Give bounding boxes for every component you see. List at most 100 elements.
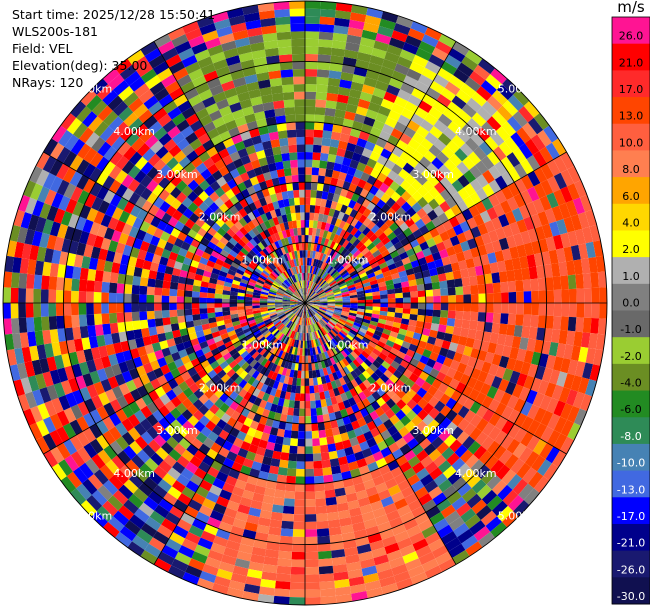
gate-cell: [434, 193, 446, 206]
gate-cell: [504, 136, 519, 153]
gate-cell: [435, 40, 453, 55]
gate-cell: [309, 250, 314, 259]
gate-cell: [463, 169, 477, 184]
gate-cell: [415, 144, 429, 157]
gate-cell: [337, 195, 346, 205]
gate-cell: [471, 112, 487, 127]
gate-cell: [570, 244, 581, 261]
gate-cell: [379, 290, 388, 296]
gate-cell: [421, 269, 431, 278]
gate-cell: [515, 280, 524, 292]
gate-cell: [342, 118, 354, 128]
gate-cell: [526, 186, 540, 202]
colorbar-tick-label: 1.0: [622, 270, 640, 283]
gate-cell: [305, 84, 317, 92]
gate-cell: [445, 184, 458, 197]
ppi-gates: [3, 1, 607, 605]
gate-cell: [432, 309, 441, 318]
gate-cell: [577, 212, 590, 229]
gate-cell: [380, 148, 392, 160]
gate-cell: [336, 278, 345, 285]
gate-cell: [447, 310, 456, 319]
gate-cell: [305, 287, 308, 296]
gate-cell: [341, 291, 350, 296]
gate-cell: [565, 260, 576, 276]
gate-cell: [491, 322, 501, 334]
gate-cell: [395, 292, 404, 299]
gate-cell: [520, 230, 532, 245]
gate-cell: [439, 200, 451, 213]
gate-cell: [313, 243, 318, 252]
gate-cell: [482, 263, 492, 275]
gate-cell: [385, 197, 396, 208]
gate-cell: [528, 266, 538, 280]
gate-cell: [501, 303, 509, 314]
gate-cell: [397, 114, 411, 127]
gate-cell: [312, 159, 320, 168]
gate-cell: [351, 192, 360, 203]
gate-cell: [491, 89, 508, 106]
gate-cell: [390, 191, 401, 203]
gate-cell: [362, 217, 372, 227]
gate-cell: [344, 276, 353, 283]
gate-cell: [310, 281, 315, 290]
gate-cell: [507, 94, 524, 112]
gate-cell: [305, 265, 307, 273]
gate-cell: [526, 154, 541, 171]
gate-cell: [360, 235, 370, 245]
gate-cell: [546, 289, 555, 303]
gate-cell: [312, 220, 318, 229]
gate-cell: [433, 303, 441, 311]
gate-cell: [447, 101, 462, 116]
gate-cell: [375, 241, 385, 250]
gate-cell: [316, 220, 323, 230]
gate-cell: [556, 219, 568, 235]
gate-cell: [353, 113, 366, 124]
colorbar-tick-label: 13.0: [619, 110, 644, 123]
gate-cell: [585, 209, 597, 227]
gate-cell: [563, 246, 574, 262]
gate-cell: [333, 291, 342, 296]
gate-cell: [430, 274, 440, 283]
gate-cell: [324, 273, 331, 281]
gate-cell: [380, 193, 391, 204]
gate-cell: [305, 16, 321, 25]
gate-cell: [513, 163, 528, 179]
gate-cell: [366, 220, 376, 231]
gate-cell: [445, 246, 456, 257]
gate-cell: [350, 272, 359, 280]
gate-cell: [323, 286, 332, 292]
gate-cell: [539, 146, 554, 164]
gate-cell: [379, 310, 388, 316]
gate-cell: [345, 252, 354, 261]
gate-cell: [403, 262, 413, 271]
gate-cell: [327, 299, 336, 302]
gate-cell: [312, 298, 320, 302]
gate-cell: [342, 306, 351, 311]
gate-cell: [443, 158, 457, 172]
gate-cell: [399, 237, 410, 247]
gate-cell: [305, 61, 318, 70]
gate-cell: [461, 208, 474, 221]
gate-cell: [348, 286, 357, 292]
gate-cell: [372, 303, 381, 307]
gate-cell: [432, 100, 448, 114]
gate-cell: [469, 320, 478, 331]
gate-cell: [448, 254, 459, 264]
gate-cell: [305, 300, 313, 303]
gate-cell: [357, 299, 366, 303]
gate-cell: [428, 106, 443, 120]
gate-cell: [376, 155, 389, 166]
gate-cell: [417, 257, 428, 266]
gate-cell: [590, 318, 600, 334]
gate-cell: [410, 297, 419, 303]
gate-cell: [333, 116, 345, 126]
gate-cell: [350, 305, 358, 309]
gate-cell: [523, 291, 532, 303]
gate-cell: [488, 165, 502, 180]
gate-cell: [320, 145, 330, 154]
gate-cell: [344, 149, 354, 160]
gate-cell: [333, 272, 341, 280]
gate-cell: [442, 126, 457, 141]
gate-cell: [372, 299, 381, 303]
